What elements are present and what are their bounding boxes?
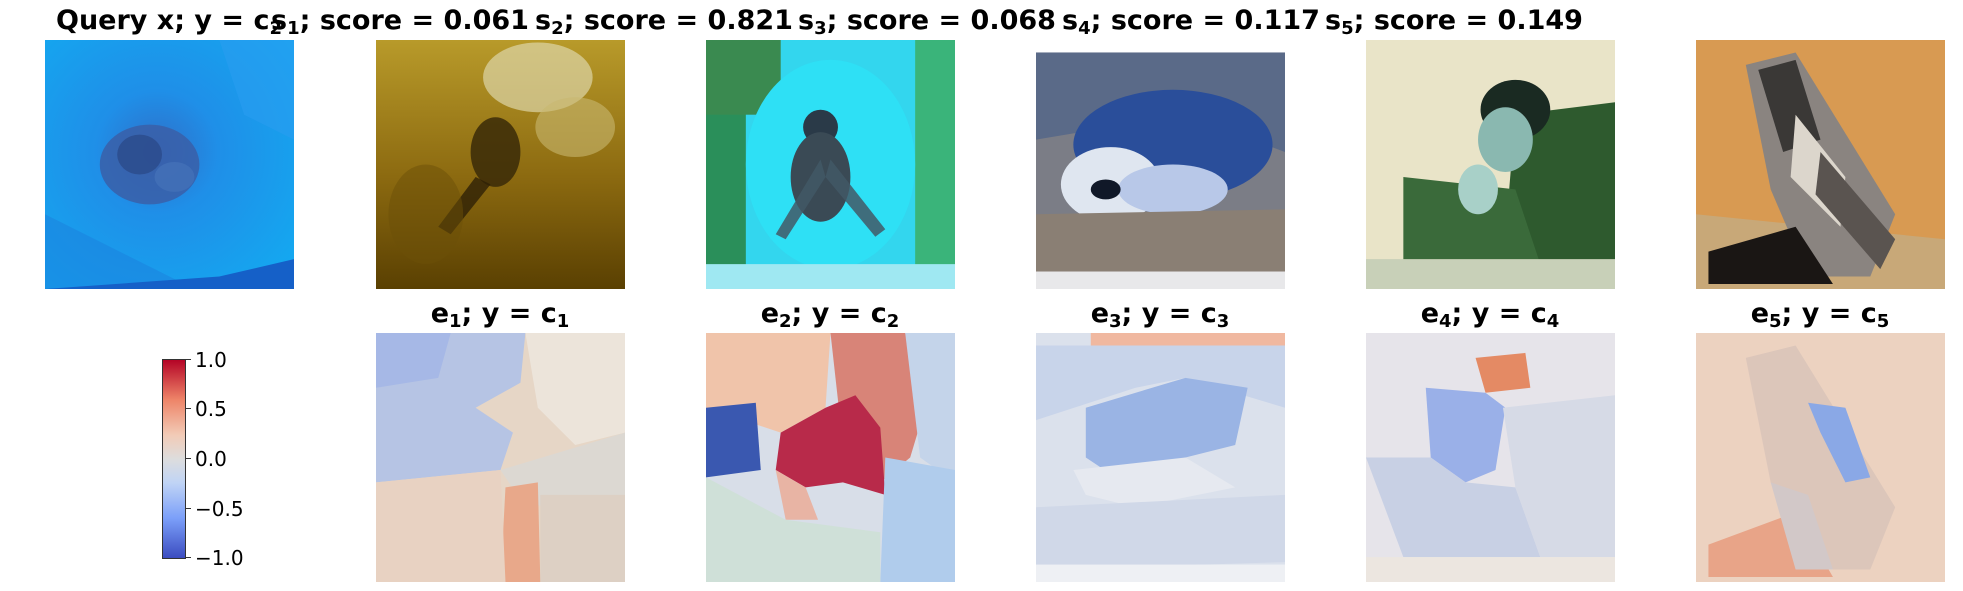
sample-title-3: s3; score = 0.068 xyxy=(767,5,1087,39)
explanation-subscript: 1 xyxy=(449,311,462,332)
sample-score: ; score = 0.149 xyxy=(1353,5,1583,36)
sample-score: ; score = 0.061 xyxy=(299,5,529,36)
explanation-image-2 xyxy=(706,333,955,582)
query-image xyxy=(45,40,294,289)
sample-symbol: s xyxy=(1325,5,1342,36)
sample-image-5 xyxy=(1696,40,1945,289)
explanation-subscript: 2 xyxy=(779,311,792,332)
sample-image-4 xyxy=(1366,40,1615,289)
explanation-subscript: 4 xyxy=(1439,311,1452,332)
query-y-text: y = c xyxy=(194,5,270,36)
explanation-title-5: e5; y = c5 xyxy=(1660,298,1963,332)
sample-symbol: s xyxy=(271,5,288,36)
explanation-image-3 xyxy=(1036,333,1285,582)
sample-symbol: s xyxy=(1062,5,1079,36)
colorbar-tick-label: −0.5 xyxy=(195,497,244,521)
explanation-title-1: e1; y = c1 xyxy=(340,298,660,332)
sample-score: ; score = 0.821 xyxy=(563,5,793,36)
explanation-y-text: ; y = c xyxy=(1121,298,1217,329)
colorbar-tick-label: 0.0 xyxy=(195,447,227,471)
query-y-sub: 2 xyxy=(269,18,282,39)
sample-title-5: s5; score = 0.149 xyxy=(1294,5,1614,39)
query-title: Query x; y = c2 xyxy=(9,5,329,39)
sample-title-4: s4; score = 0.117 xyxy=(1031,5,1351,39)
explanation-image-1 xyxy=(376,333,625,582)
explanation-y-sub: 4 xyxy=(1546,311,1560,332)
colorbar-tick xyxy=(185,508,191,509)
explanation-image-4 xyxy=(1366,333,1615,582)
explanation-symbol: e xyxy=(1750,298,1769,329)
explanation-y-text: ; y = c xyxy=(1781,298,1877,329)
sample-symbol: s xyxy=(798,5,815,36)
sample-score: ; score = 0.068 xyxy=(826,5,1056,36)
colorbar-tick-label: 1.0 xyxy=(195,348,227,372)
explanation-y-sub: 1 xyxy=(556,311,570,332)
sample-subscript: 3 xyxy=(814,18,827,39)
explanation-subscript: 5 xyxy=(1769,311,1782,332)
explanation-subscript: 3 xyxy=(1109,311,1122,332)
colorbar-tick xyxy=(185,359,191,360)
explanation-y-sub: 5 xyxy=(1876,311,1890,332)
sample-symbol: s xyxy=(535,5,552,36)
explanation-title-4: e4; y = c4 xyxy=(1330,298,1650,332)
sample-image-2 xyxy=(706,40,955,289)
explanation-y-sub: 2 xyxy=(886,311,900,332)
explanation-symbol: e xyxy=(1090,298,1109,329)
sample-title-2: s2; score = 0.821 xyxy=(504,5,824,39)
explanation-title-3: e3; y = c3 xyxy=(1000,298,1320,332)
query-label: Query x; xyxy=(56,5,195,36)
explanation-title-2: e2; y = c2 xyxy=(670,298,990,332)
colorbar-tick xyxy=(185,557,191,558)
colorbar-tick xyxy=(185,408,191,409)
explanation-image-5 xyxy=(1696,333,1945,582)
colorbar-tick xyxy=(185,458,191,459)
sample-subscript: 4 xyxy=(1078,18,1091,39)
sample-subscript: 2 xyxy=(551,18,564,39)
colorbar-gradient xyxy=(162,359,186,559)
explanation-y-text: ; y = c xyxy=(461,298,557,329)
sample-image-3 xyxy=(1036,40,1285,289)
explanation-y-sub: 3 xyxy=(1216,311,1230,332)
sample-image-1 xyxy=(376,40,625,289)
explanation-symbol: e xyxy=(430,298,449,329)
explanation-y-text: ; y = c xyxy=(791,298,887,329)
colorbar: 1.0 0.5 0.0 −0.5 −1.0 xyxy=(162,350,252,568)
colorbar-tick-label: 0.5 xyxy=(195,397,227,421)
sample-subscript: 1 xyxy=(287,18,300,39)
explanation-y-text: ; y = c xyxy=(1451,298,1547,329)
explanation-symbol: e xyxy=(760,298,779,329)
explanation-symbol: e xyxy=(1420,298,1439,329)
sample-score: ; score = 0.117 xyxy=(1090,5,1320,36)
colorbar-tick-label: −1.0 xyxy=(195,546,244,570)
sample-subscript: 5 xyxy=(1341,18,1354,39)
sample-title-1: s1; score = 0.061 xyxy=(240,5,560,39)
